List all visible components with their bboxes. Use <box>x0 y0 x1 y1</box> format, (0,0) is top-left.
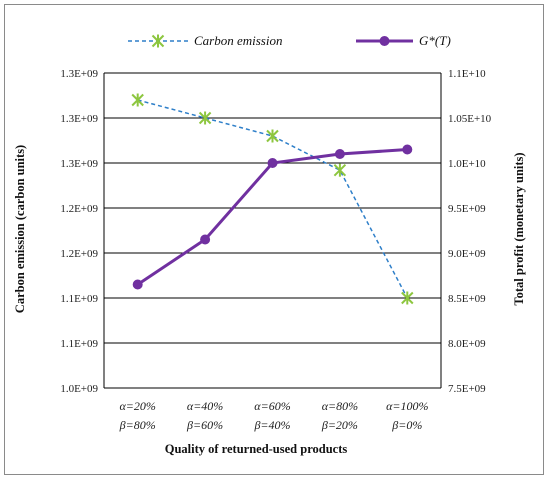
data-point-asterisk <box>401 291 414 305</box>
series-line <box>136 148 408 286</box>
right-tick-label: 7.5E+09 <box>448 383 486 395</box>
category-label: β=80% <box>119 418 156 432</box>
legend-gt-label: G*(T) <box>419 33 451 48</box>
right-tick-label: 1.0E+10 <box>448 158 486 170</box>
right-axis-tick-labels: 7.5E+09 8.0E+09 8.5E+09 9.0E+09 9.5E+09 1.0E+… <box>448 68 492 395</box>
right-tick-label: 1.05E+10 <box>448 113 492 125</box>
chart-frame <box>4 4 544 475</box>
series-carbon-emission <box>131 93 414 305</box>
category-label: α=40% <box>187 399 223 413</box>
data-point-asterisk <box>131 93 144 107</box>
series-gt <box>132 144 413 290</box>
data-point-asterisk <box>333 163 347 177</box>
left-tick-label: 1.2E+09 <box>60 248 98 260</box>
category-label: β=0% <box>391 418 422 432</box>
left-axis-tick-labels: 1.0E+09 1.1E+09 1.1E+09 1.2E+09 1.2E+09 1.3E+… <box>60 68 98 395</box>
left-axis-title: Carbon emission (carbon units) <box>13 145 27 313</box>
left-tick-label: 1.2E+09 <box>60 203 98 215</box>
data-point-circle <box>132 279 143 290</box>
category-label: α=20% <box>119 399 155 413</box>
right-tick-label: 8.5E+09 <box>448 293 486 305</box>
right-tick-label: 1.1E+10 <box>448 68 486 80</box>
series <box>131 93 414 305</box>
gridlines <box>104 72 441 389</box>
category-label: β=20% <box>321 418 358 432</box>
left-tick-label: 1.0E+09 <box>60 383 98 395</box>
data-point-circle <box>200 234 211 245</box>
left-tick-label: 1.3E+09 <box>60 68 98 80</box>
data-point-asterisk <box>266 129 279 143</box>
legend: Carbon emission G*(T) <box>128 33 451 48</box>
left-tick-label: 1.1E+09 <box>60 293 98 305</box>
category-label: β=40% <box>253 418 290 432</box>
category-label: α=60% <box>254 399 290 413</box>
category-label: β=60% <box>186 418 223 432</box>
category-label: α=100% <box>386 399 428 413</box>
data-point-circle <box>334 149 345 159</box>
axes <box>103 73 442 388</box>
data-point-asterisk <box>198 111 212 125</box>
data-point-circle <box>402 144 413 155</box>
left-tick-label: 1.3E+09 <box>60 158 98 170</box>
right-tick-label: 9.5E+09 <box>448 203 486 215</box>
left-tick-label: 1.3E+09 <box>60 113 98 125</box>
data-point-circle <box>267 158 278 168</box>
right-tick-label: 9.0E+09 <box>448 248 486 260</box>
right-axis-title: Total profit (monetary units) <box>512 152 526 305</box>
legend-carbon-emission-label: Carbon emission <box>194 33 282 48</box>
legend-carbon-emission-marker <box>151 34 165 48</box>
left-tick-label: 1.1E+09 <box>60 338 98 350</box>
legend-gt-marker <box>379 36 390 46</box>
category-label: α=80% <box>322 399 358 413</box>
legend-asterisk <box>151 34 165 48</box>
x-axis-title: Quality of returned-used products <box>165 442 348 456</box>
right-tick-label: 8.0E+09 <box>448 338 486 350</box>
category-labels: α=20% β=80% α=40% β=60% α=60% β=40% α=80% β=20%… <box>119 399 429 432</box>
